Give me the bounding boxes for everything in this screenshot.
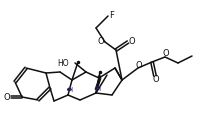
- Text: H: H: [67, 87, 73, 93]
- Text: O: O: [98, 36, 104, 45]
- Text: H: H: [95, 86, 101, 92]
- Text: O: O: [163, 49, 169, 59]
- Text: O: O: [129, 38, 135, 47]
- Text: F: F: [110, 11, 114, 20]
- Text: O: O: [153, 76, 159, 84]
- Text: HO: HO: [57, 59, 69, 68]
- Text: O: O: [136, 61, 142, 70]
- Text: O: O: [4, 92, 10, 101]
